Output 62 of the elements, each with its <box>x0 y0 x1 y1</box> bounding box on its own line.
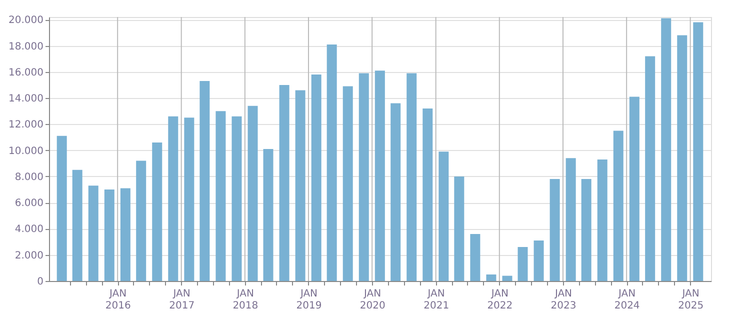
y-tick-label: 0 <box>37 276 44 288</box>
x-tick-label: JAN 2023 <box>550 288 576 312</box>
x-tick-label: JAN 2024 <box>614 288 640 312</box>
bar <box>597 159 608 281</box>
bar <box>295 90 306 281</box>
x-tick-label: JAN 2021 <box>424 288 450 312</box>
bar <box>645 56 656 281</box>
bar <box>232 116 242 281</box>
bar <box>248 106 258 281</box>
y-tick-label: 8.000 <box>14 172 44 183</box>
bar <box>566 158 576 281</box>
bar <box>72 170 82 281</box>
bar <box>88 186 98 281</box>
bar <box>311 74 322 281</box>
bar <box>168 116 178 281</box>
y-tick-label: 12.000 <box>8 120 44 131</box>
y-tick-label: 6.000 <box>14 198 44 210</box>
x-tick-label: JAN 2022 <box>487 288 513 312</box>
y-tick-label: 18.000 <box>8 41 44 52</box>
y-tick-label: 2.000 <box>14 250 44 262</box>
bar <box>120 188 130 281</box>
bar <box>438 152 449 281</box>
bar <box>406 73 417 281</box>
x-tick-label: JAN 2019 <box>296 288 322 312</box>
bar <box>629 96 640 281</box>
bar <box>518 247 528 281</box>
bar <box>279 84 290 281</box>
bar <box>104 190 114 281</box>
y-tick-label: 14.000 <box>8 94 44 105</box>
bar <box>358 73 369 281</box>
bar <box>390 103 401 281</box>
bar <box>677 35 688 281</box>
bar <box>422 108 433 281</box>
bar <box>56 136 67 281</box>
x-tick-label: JAN 2018 <box>232 288 258 312</box>
bar <box>454 176 464 281</box>
bar <box>216 111 226 281</box>
bar <box>581 179 592 281</box>
bar <box>152 142 162 281</box>
bar <box>693 22 704 281</box>
y-tick-label: 10.000 <box>8 146 44 157</box>
x-tick-label: JAN 2025 <box>678 288 704 312</box>
y-tick-label: 20.000 <box>8 15 44 26</box>
bar <box>200 81 210 281</box>
x-tick-label: JAN 2017 <box>169 288 195 312</box>
bar <box>184 118 194 281</box>
bar <box>550 179 560 281</box>
bar <box>613 130 624 281</box>
bar <box>263 149 274 281</box>
bar <box>342 86 353 281</box>
x-tick-label: JAN 2016 <box>105 288 131 312</box>
y-tick-label: 16.000 <box>8 67 44 78</box>
bar <box>136 160 146 281</box>
bar <box>326 44 337 281</box>
bar <box>374 70 385 281</box>
bar <box>502 276 512 281</box>
bar <box>470 234 480 281</box>
bar <box>486 274 496 281</box>
bar <box>534 240 544 281</box>
x-tick-label: JAN 2020 <box>360 288 386 312</box>
bar <box>661 18 672 281</box>
y-tick-label: 4.000 <box>14 224 44 236</box>
